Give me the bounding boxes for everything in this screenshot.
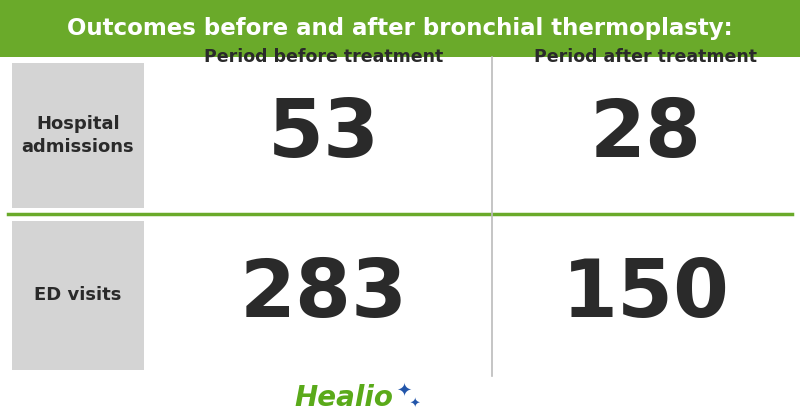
Text: Hospital
admissions: Hospital admissions <box>22 115 134 156</box>
FancyBboxPatch shape <box>12 63 144 208</box>
Text: 150: 150 <box>562 256 730 334</box>
Text: 28: 28 <box>590 97 702 174</box>
Text: ED visits: ED visits <box>34 286 122 304</box>
Text: Period before treatment: Period before treatment <box>204 48 444 66</box>
Text: 283: 283 <box>240 256 408 334</box>
FancyBboxPatch shape <box>12 220 144 370</box>
Text: ✦: ✦ <box>397 383 411 401</box>
Text: Period after treatment: Period after treatment <box>534 48 758 66</box>
FancyBboxPatch shape <box>0 0 800 57</box>
Text: 53: 53 <box>268 97 380 174</box>
Text: Healio: Healio <box>294 384 394 412</box>
Text: Outcomes before and after bronchial thermoplasty:: Outcomes before and after bronchial ther… <box>67 17 733 40</box>
FancyBboxPatch shape <box>0 57 800 420</box>
Text: ✦: ✦ <box>409 398 420 411</box>
